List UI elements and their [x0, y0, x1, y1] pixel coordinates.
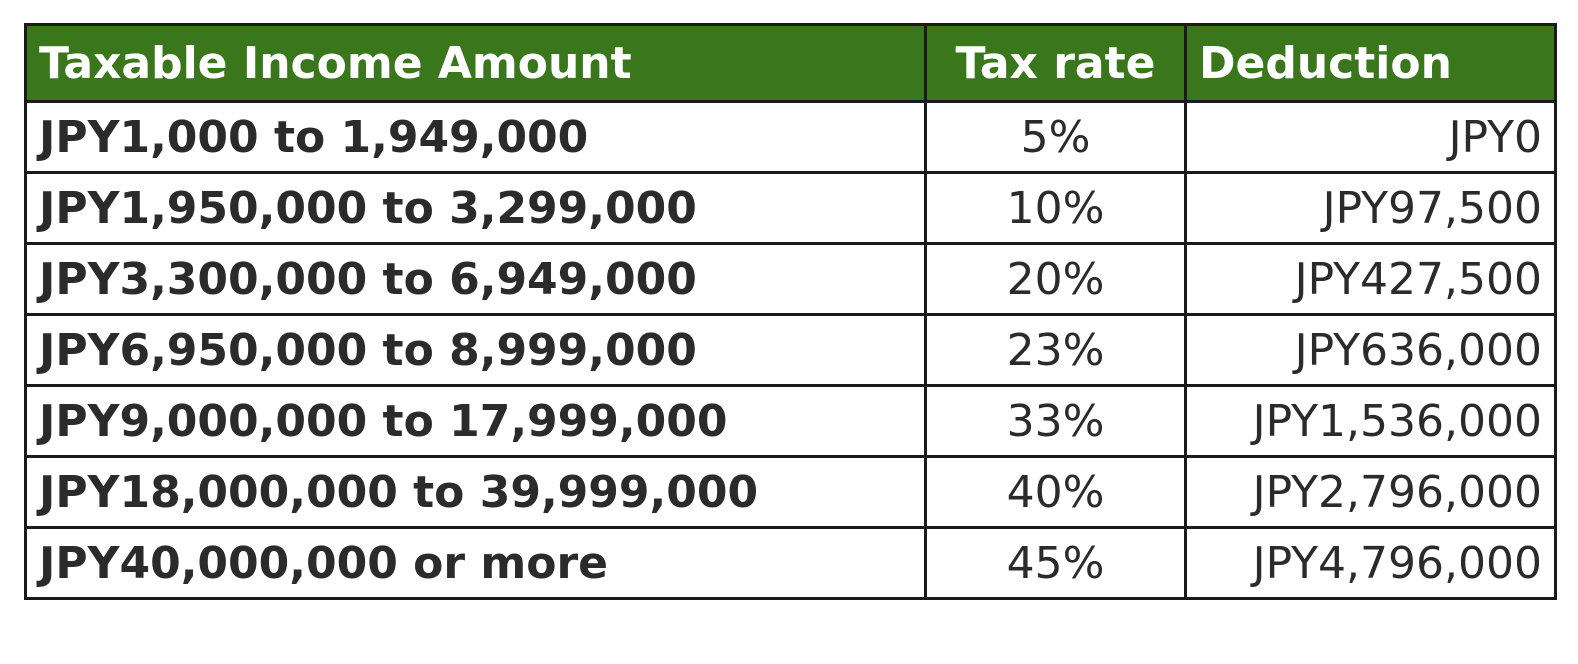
- table-header-row: Taxable Income Amount Tax rate Deduction: [24, 23, 1557, 103]
- table-row: JPY40,000,000 or more 45% JPY4,796,000: [24, 526, 1557, 600]
- deduction-cell: JPY0: [1184, 100, 1557, 174]
- deduction-cell: JPY97,500: [1184, 171, 1557, 245]
- header-tax-rate: Tax rate: [924, 23, 1187, 103]
- header-deduction: Deduction: [1184, 23, 1557, 103]
- deduction-cell: JPY1,536,000: [1184, 384, 1557, 458]
- income-range-cell: JPY3,300,000 to 6,949,000: [24, 242, 927, 316]
- income-range-cell: JPY18,000,000 to 39,999,000: [24, 455, 927, 529]
- tax-rate-cell: 45%: [924, 526, 1187, 600]
- table-row: JPY1,000 to 1,949,000 5% JPY0: [24, 100, 1557, 174]
- tax-rate-cell: 40%: [924, 455, 1187, 529]
- tax-rate-cell: 10%: [924, 171, 1187, 245]
- income-range-cell: JPY1,950,000 to 3,299,000: [24, 171, 927, 245]
- table-row: JPY9,000,000 to 17,999,000 33% JPY1,536,…: [24, 384, 1557, 458]
- header-taxable-income: Taxable Income Amount: [24, 23, 927, 103]
- deduction-cell: JPY636,000: [1184, 313, 1557, 387]
- tax-rate-cell: 5%: [924, 100, 1187, 174]
- income-range-cell: JPY1,000 to 1,949,000: [24, 100, 927, 174]
- income-range-cell: JPY9,000,000 to 17,999,000: [24, 384, 927, 458]
- table-row: JPY6,950,000 to 8,999,000 23% JPY636,000: [24, 313, 1557, 387]
- tax-rate-cell: 20%: [924, 242, 1187, 316]
- tax-rate-table: Taxable Income Amount Tax rate Deduction…: [24, 23, 1557, 600]
- tax-rate-cell: 33%: [924, 384, 1187, 458]
- table-row: JPY3,300,000 to 6,949,000 20% JPY427,500: [24, 242, 1557, 316]
- income-range-cell: JPY6,950,000 to 8,999,000: [24, 313, 927, 387]
- table-row: JPY1,950,000 to 3,299,000 10% JPY97,500: [24, 171, 1557, 245]
- income-range-cell: JPY40,000,000 or more: [24, 526, 927, 600]
- deduction-cell: JPY427,500: [1184, 242, 1557, 316]
- tax-rate-cell: 23%: [924, 313, 1187, 387]
- table-row: JPY18,000,000 to 39,999,000 40% JPY2,796…: [24, 455, 1557, 529]
- deduction-cell: JPY2,796,000: [1184, 455, 1557, 529]
- deduction-cell: JPY4,796,000: [1184, 526, 1557, 600]
